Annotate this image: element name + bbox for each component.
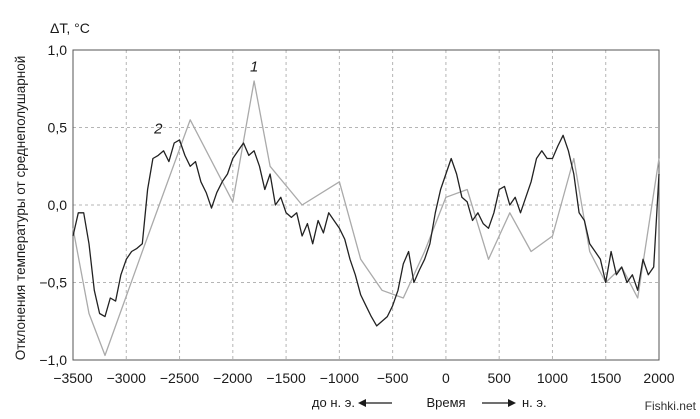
x-tick-labels: −3500 −3000 −2500 −2000 −1500 −1000 −500 0 500 10… xyxy=(53,370,674,386)
series-line-1 xyxy=(72,80,660,357)
arrow-right-icon xyxy=(482,399,516,407)
y-tick-labels: −1,0 −0,5 0,0 0,5 1,0 xyxy=(39,42,67,368)
annotation-layer: 12 xyxy=(153,59,258,138)
arrow-left-icon xyxy=(358,399,392,407)
y-tick-label: 0,0 xyxy=(48,197,68,213)
x-tick-label: −3000 xyxy=(107,370,147,386)
x-tick-label: 2000 xyxy=(643,370,674,386)
x-tick-label: −500 xyxy=(377,370,409,386)
grid-lines xyxy=(73,50,659,360)
y-tick-label: 1,0 xyxy=(48,42,68,58)
y-tick-label: −1,0 xyxy=(39,352,67,368)
x-tick-label: −1000 xyxy=(320,370,360,386)
watermark: Fishki.net xyxy=(645,399,697,413)
series-layer xyxy=(72,80,660,357)
x-tick-label: −2500 xyxy=(160,370,200,386)
series-annotation: 1 xyxy=(250,59,258,76)
era-bc-label: до н. э. xyxy=(312,395,355,410)
y-axis-label: Отклонения температуры от среднеполушарн… xyxy=(13,56,28,361)
series-annotation: 2 xyxy=(153,121,163,138)
y-tick-label: 0,5 xyxy=(48,120,68,136)
plot-frame xyxy=(72,49,660,361)
x-tick-label: 1000 xyxy=(537,370,568,386)
y-unit-label: ΔT, °C xyxy=(50,20,90,36)
x-tick-label: −3500 xyxy=(53,370,93,386)
y-tick-label: −0,5 xyxy=(39,275,67,291)
x-tick-label: 0 xyxy=(442,370,450,386)
x-axis-label: Время xyxy=(426,395,465,410)
x-tick-label: 1500 xyxy=(590,370,621,386)
x-tick-label: −1500 xyxy=(266,370,306,386)
series-line-2 xyxy=(72,134,660,327)
x-tick-label: −2000 xyxy=(213,370,253,386)
era-ad-label: н. э. xyxy=(522,395,547,410)
x-tick-label: 500 xyxy=(488,370,512,386)
